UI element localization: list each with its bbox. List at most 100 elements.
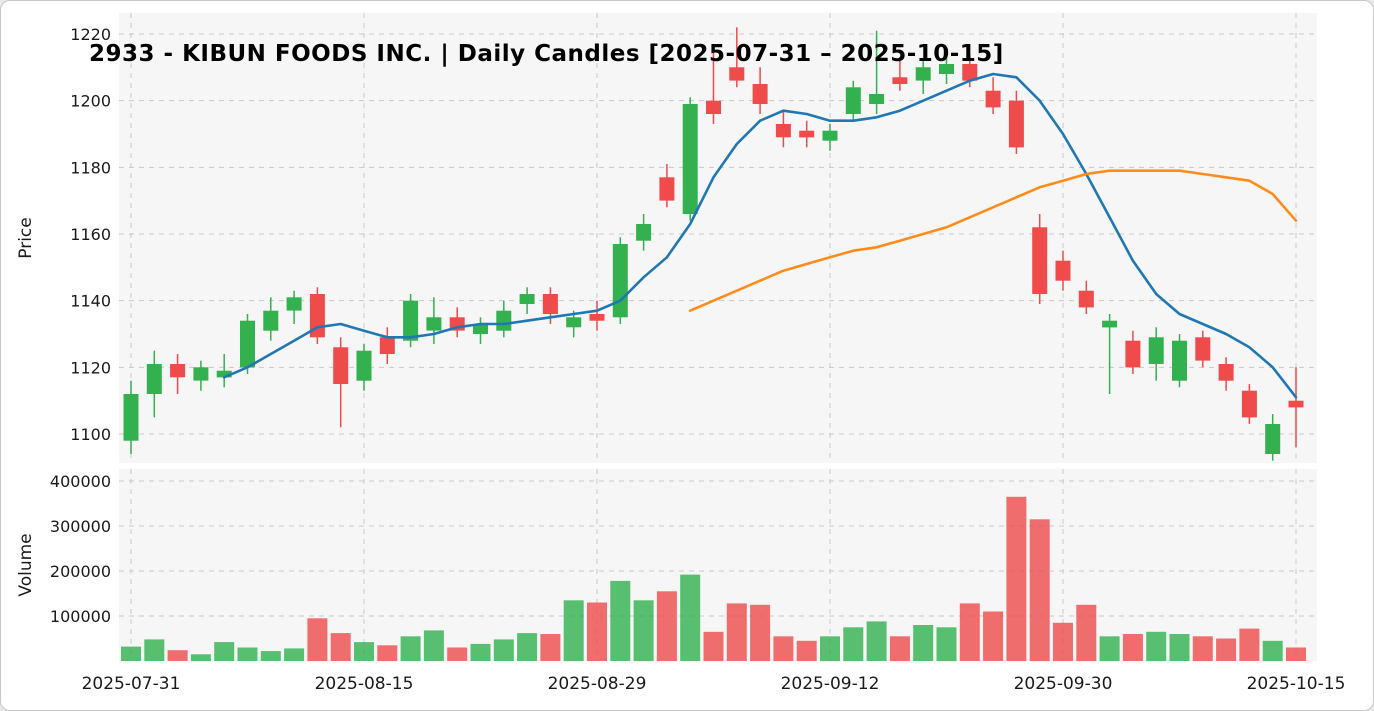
date-tick-label: 2025-09-30	[1014, 674, 1113, 694]
candle-body	[1288, 400, 1304, 408]
volume-bar	[1169, 634, 1190, 661]
volume-bar	[400, 636, 421, 662]
volume-bar	[167, 650, 188, 661]
candle-body	[636, 224, 652, 241]
price-panel	[119, 13, 1317, 463]
candle-body	[193, 367, 209, 381]
candle-body	[775, 124, 791, 138]
volume-bar	[121, 646, 141, 661]
volume-bar	[656, 591, 677, 662]
date-tick-label: 2025-10-15	[1247, 674, 1346, 694]
price-tick-label: 1180	[70, 158, 111, 177]
volume-tick-label: 200000	[50, 562, 111, 581]
candle-body	[566, 317, 582, 328]
candle-body	[1102, 320, 1118, 328]
volume-bar	[820, 636, 840, 662]
candle-body	[1008, 100, 1024, 148]
volume-tick-label: 300000	[50, 517, 111, 536]
candle-body	[170, 364, 186, 378]
candle-body	[706, 100, 721, 114]
candle-body	[496, 310, 512, 331]
volume-bar	[983, 611, 1004, 661]
candle-body	[403, 300, 419, 341]
volume-bar	[843, 627, 864, 662]
price-axis-label: Price	[16, 217, 36, 258]
price-tick-label: 1160	[70, 225, 111, 244]
volume-bar	[866, 621, 887, 661]
ma-slow-line	[688, 169, 1298, 313]
date-tick-label: 2025-07-31	[82, 674, 181, 694]
candle-body	[1265, 424, 1281, 454]
volume-bar	[726, 603, 747, 661]
volume-bar	[680, 574, 701, 661]
price-tick-label: 1200	[70, 92, 111, 111]
volume-bar	[1029, 519, 1050, 662]
volume-bar	[1216, 638, 1237, 661]
volume-bar	[1262, 640, 1283, 662]
candle-body	[356, 350, 372, 381]
date-tick-label: 2025-09-12	[781, 674, 880, 694]
candle-body	[682, 104, 698, 214]
volume-bar	[190, 654, 211, 662]
volume-bar	[750, 604, 771, 662]
candle-body	[426, 317, 442, 331]
candle-body	[216, 370, 232, 378]
volume-bar	[423, 630, 444, 661]
volume-bar	[284, 648, 305, 661]
candle-body	[985, 90, 1001, 108]
candle-body	[1218, 364, 1234, 381]
volume-bar	[936, 627, 957, 662]
volume-bar	[144, 639, 165, 661]
volume-bar	[517, 633, 538, 661]
candle-body	[915, 67, 931, 81]
volume-bar	[563, 600, 584, 662]
volume-bar	[540, 634, 561, 661]
volume-bar	[1076, 604, 1097, 662]
date-tick-label: 2025-08-15	[315, 674, 414, 694]
volume-bar	[1146, 631, 1167, 662]
candle-body	[1055, 260, 1071, 281]
volume-bar	[1286, 647, 1306, 661]
candle-body	[333, 347, 349, 384]
price-tick-label: 1100	[70, 425, 111, 444]
volume-bar	[330, 633, 351, 661]
volume-bar	[610, 580, 631, 661]
candle-body	[1032, 227, 1048, 294]
candle-body	[962, 64, 978, 81]
candle-body	[123, 394, 139, 441]
volume-tick-label: 400000	[50, 472, 111, 491]
volume-bar	[214, 642, 235, 661]
candle-body	[1172, 340, 1187, 381]
candle-body	[939, 64, 954, 74]
volume-bar	[1122, 634, 1143, 661]
volume-bar	[773, 636, 794, 662]
volume-bar	[237, 647, 258, 661]
volume-bar	[1053, 622, 1073, 662]
volume-bar	[959, 603, 980, 661]
candle-body	[845, 87, 861, 114]
volume-axis-label: Volume	[16, 533, 36, 596]
candle-body	[892, 77, 908, 84]
volume-bar	[703, 631, 724, 662]
volume-bar	[354, 642, 374, 661]
candle-body	[729, 67, 745, 81]
candle-body	[612, 244, 628, 318]
volume-bar	[1192, 636, 1213, 662]
volume-bar	[1006, 496, 1027, 662]
candle-body	[1148, 337, 1164, 364]
candle-body	[146, 364, 162, 394]
volume-tick-label: 100000	[50, 607, 111, 626]
candle-body	[473, 324, 488, 334]
volume-bar	[470, 643, 491, 661]
chart-title: 2933 - KIBUN FOODS INC. | Daily Candles …	[89, 41, 1004, 67]
volume-bar	[447, 647, 468, 661]
volume-bar	[796, 640, 817, 662]
volume-bar	[1099, 636, 1120, 662]
candle-body	[799, 130, 815, 138]
volume-bar	[307, 618, 328, 662]
candle-body	[519, 294, 535, 304]
volume-bar	[260, 651, 281, 661]
